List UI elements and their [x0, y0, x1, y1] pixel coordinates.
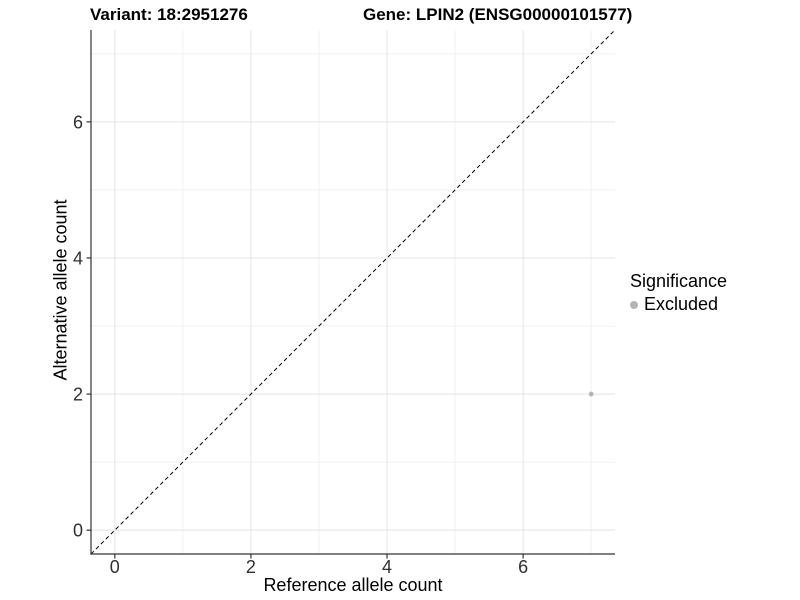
x-tick-label: 6 [518, 557, 528, 577]
legend: Significance Excluded [630, 271, 727, 315]
legend-title: Significance [630, 271, 728, 291]
plot-title-variant: Variant: 18:2951276 [90, 5, 248, 24]
identity-line [90, 29, 616, 555]
legend-item-label: Excluded [644, 294, 719, 314]
legend-item-excluded: Excluded [630, 294, 727, 315]
x-tick-label: 0 [110, 557, 120, 577]
x-tick-label: 4 [382, 557, 392, 577]
x-tick-label: 2 [246, 557, 256, 577]
y-tick-label: 4 [73, 248, 83, 268]
data-point [588, 391, 594, 397]
y-tick-label: 6 [73, 112, 83, 132]
y-axis-title: Alternative allele count [50, 199, 71, 381]
excluded-marker-icon [630, 300, 638, 309]
y-tick-label: 2 [73, 385, 83, 405]
y-tick-label: 0 [73, 521, 83, 541]
plot-title-gene: Gene: LPIN2 (ENSG00000101577) [363, 5, 633, 24]
x-axis-title: Reference allele count [263, 575, 443, 595]
